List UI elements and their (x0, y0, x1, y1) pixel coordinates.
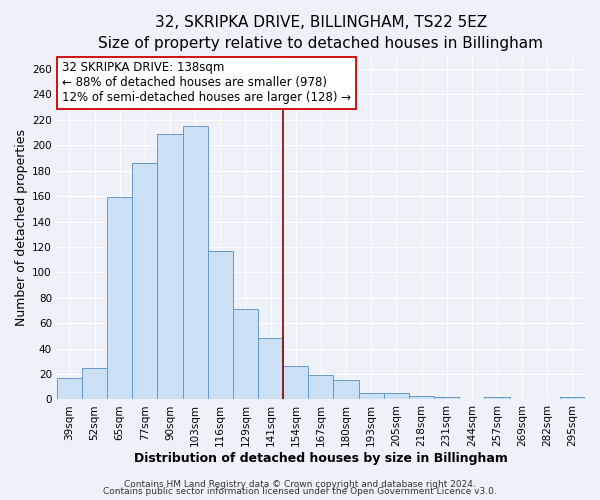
Bar (132, 163, 157, 400)
Bar (384, 393, 409, 400)
Bar (182, 126, 208, 400)
Bar (82, 368, 107, 400)
Text: 32 SKRIPKA DRIVE: 138sqm
← 88% of detached houses are smaller (978)
12% of semi-: 32 SKRIPKA DRIVE: 138sqm ← 88% of detach… (62, 62, 351, 104)
Bar (208, 251, 233, 400)
Text: Contains HM Land Registry data © Crown copyright and database right 2024.: Contains HM Land Registry data © Crown c… (124, 480, 476, 489)
Bar (560, 397, 585, 400)
Bar (359, 393, 384, 400)
X-axis label: Distribution of detached houses by size in Billingham: Distribution of detached houses by size … (134, 452, 508, 465)
Title: 32, SKRIPKA DRIVE, BILLINGHAM, TS22 5EZ
Size of property relative to detached ho: 32, SKRIPKA DRIVE, BILLINGHAM, TS22 5EZ … (98, 15, 544, 51)
Bar (157, 134, 182, 400)
Bar (434, 397, 459, 400)
Bar (107, 198, 132, 400)
Bar (57, 378, 82, 400)
Bar (233, 309, 258, 400)
Text: Contains public sector information licensed under the Open Government Licence v3: Contains public sector information licen… (103, 488, 497, 496)
Y-axis label: Number of detached properties: Number of detached properties (15, 130, 28, 326)
Bar (308, 376, 334, 400)
Bar (334, 380, 359, 400)
Bar (484, 397, 509, 400)
Bar (409, 396, 434, 400)
Bar (258, 338, 283, 400)
Bar (283, 366, 308, 400)
